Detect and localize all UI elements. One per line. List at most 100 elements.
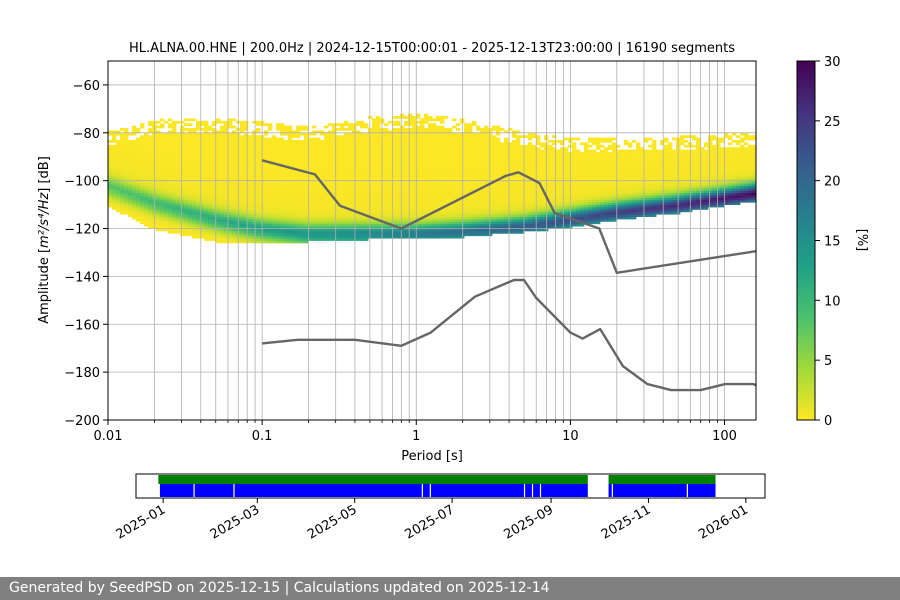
density-cell <box>372 156 377 160</box>
density-cell <box>440 218 445 222</box>
density-cell <box>336 123 341 127</box>
density-cell <box>144 168 149 172</box>
density-cell <box>116 161 121 165</box>
density-cell <box>484 187 489 191</box>
density-cell <box>516 159 521 162</box>
density-cell <box>244 163 249 167</box>
density-cell <box>216 238 221 241</box>
density-cell <box>208 135 213 138</box>
density-cell <box>136 187 141 191</box>
density-cell <box>476 132 481 136</box>
density-cell <box>460 223 465 227</box>
density-cell <box>252 149 257 153</box>
density-cell <box>468 137 473 141</box>
density-cell <box>184 221 189 225</box>
density-cell <box>424 199 429 203</box>
density-cell <box>208 187 213 191</box>
density-cell <box>124 144 129 148</box>
density-cell <box>432 166 437 170</box>
density-cell <box>492 161 497 165</box>
density-cell <box>508 154 513 158</box>
density-cell <box>180 147 185 150</box>
density-cell <box>496 137 501 141</box>
density-cell <box>188 223 193 227</box>
density-cell <box>136 206 141 210</box>
density-cell <box>288 139 293 143</box>
density-cell <box>384 233 389 237</box>
density-cell <box>316 233 321 237</box>
density-cell <box>312 202 317 205</box>
density-cell <box>264 171 269 174</box>
density-cell <box>464 175 469 179</box>
density-cell <box>352 230 357 234</box>
density-cell <box>180 233 185 237</box>
density-cell <box>424 159 429 162</box>
density-cell <box>320 223 325 227</box>
density-cell <box>140 159 145 162</box>
density-cell <box>168 187 173 191</box>
density-cell <box>296 192 301 196</box>
density-cell <box>264 214 269 217</box>
density-cell <box>292 216 297 220</box>
density-cell <box>188 175 193 179</box>
density-cell <box>220 159 225 162</box>
density-cell <box>404 175 409 179</box>
density-cell <box>148 226 153 229</box>
density-cell <box>300 161 305 165</box>
density-cell <box>372 132 377 136</box>
density-cell <box>208 144 213 148</box>
density-cell <box>216 161 221 165</box>
density-cell <box>468 163 473 167</box>
density-cell <box>308 137 313 141</box>
density-cell <box>252 218 257 222</box>
density-cell <box>240 240 245 244</box>
density-cell <box>184 192 189 196</box>
density-cell <box>452 163 457 167</box>
density-cell <box>164 204 169 208</box>
density-cell <box>480 130 485 134</box>
density-cell <box>476 209 481 213</box>
density-cell <box>224 120 229 124</box>
density-cell <box>300 202 305 205</box>
density-cell <box>384 178 389 182</box>
density-cell <box>316 195 321 198</box>
density-cell <box>516 178 521 182</box>
density-cell <box>420 195 425 198</box>
density-cell <box>512 159 517 162</box>
density-cell <box>432 156 437 160</box>
density-cell <box>132 159 137 162</box>
density-cell <box>172 197 177 201</box>
density-cell <box>404 202 409 205</box>
density-cell <box>476 178 481 182</box>
density-cell <box>124 159 129 162</box>
density-cell <box>176 192 181 196</box>
density-cell <box>516 202 521 205</box>
density-cell <box>348 180 353 184</box>
density-cell <box>192 206 197 210</box>
density-cell <box>412 199 417 203</box>
density-cell <box>128 156 133 160</box>
density-cell <box>280 192 285 196</box>
density-cell <box>452 214 457 217</box>
density-cell <box>520 163 525 167</box>
density-cell <box>292 156 297 160</box>
density-cell <box>436 230 441 234</box>
density-cell <box>320 211 325 215</box>
density-cell <box>296 238 301 241</box>
density-cell <box>300 192 305 196</box>
density-cell <box>264 137 269 141</box>
density-cell <box>476 171 481 174</box>
density-cell <box>220 195 225 198</box>
density-cell <box>448 214 453 217</box>
density-cell <box>532 226 537 229</box>
density-cell <box>176 209 181 213</box>
density-cell <box>296 211 301 215</box>
density-cell <box>484 209 489 213</box>
density-cell <box>224 214 229 217</box>
density-cell <box>228 185 233 189</box>
density-cell <box>172 211 177 215</box>
density-cell <box>356 235 361 239</box>
density-cell <box>356 180 361 184</box>
density-cell <box>500 192 505 196</box>
density-cell <box>224 130 229 134</box>
